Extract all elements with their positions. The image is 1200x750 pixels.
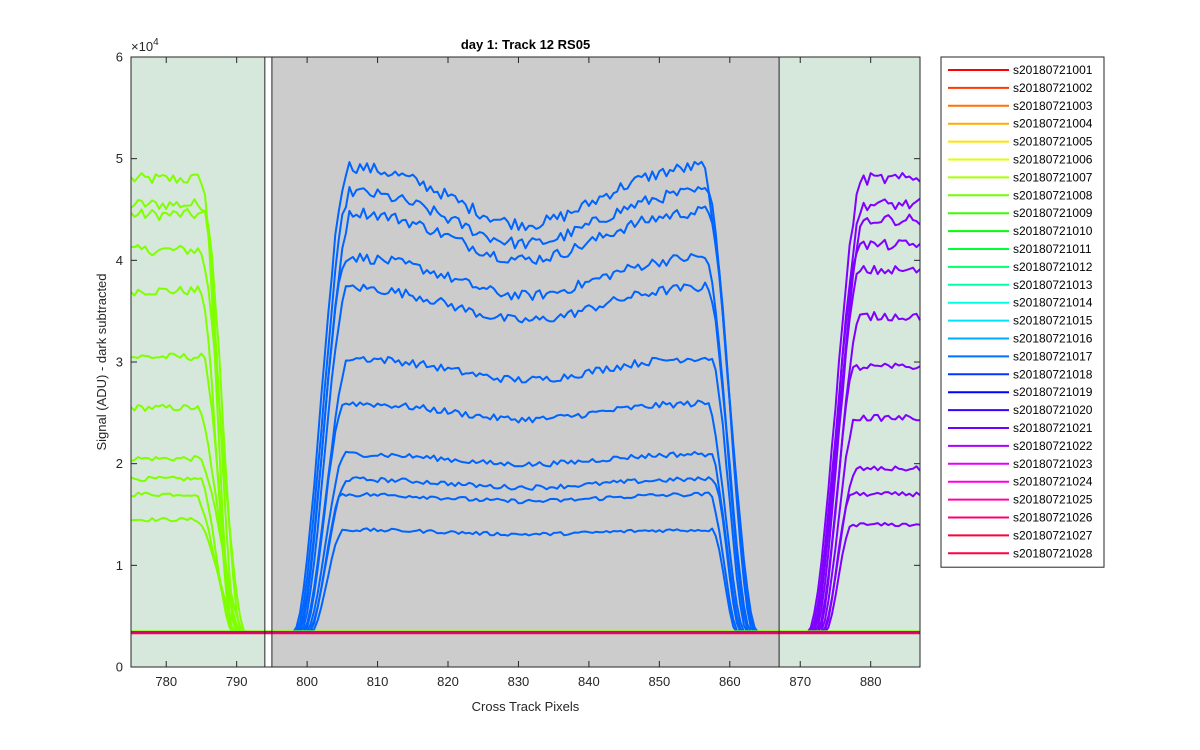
x-tick-label: 850 bbox=[648, 674, 670, 689]
x-tick-label: 790 bbox=[226, 674, 248, 689]
series-line bbox=[271, 205, 780, 634]
legend-entry: s20180721027 bbox=[1013, 528, 1093, 542]
legend-entry: s20180721002 bbox=[1013, 81, 1093, 95]
x-tick-label: 880 bbox=[860, 674, 882, 689]
series-line bbox=[271, 491, 780, 634]
legend-entry: s20180721019 bbox=[1013, 385, 1093, 399]
x-axis-label: Cross Track Pixels bbox=[472, 699, 580, 714]
background-region-3 bbox=[779, 57, 920, 667]
legend-entry: s20180721015 bbox=[1013, 314, 1093, 328]
y-axis-exponent: ×104 bbox=[131, 37, 159, 54]
legend-entry: s20180721021 bbox=[1013, 421, 1093, 435]
y-exponent-base: ×10 bbox=[131, 39, 153, 54]
series-line bbox=[271, 399, 780, 634]
legend-entry: s20180721012 bbox=[1013, 260, 1093, 274]
background-regions bbox=[131, 57, 920, 667]
y-axis-label: Signal (ADU) - dark subtracted bbox=[94, 273, 109, 450]
y-exponent-power: 4 bbox=[153, 37, 159, 48]
x-tick-label: 800 bbox=[296, 674, 318, 689]
background-region-1 bbox=[131, 57, 265, 667]
legend-entry: s20180721009 bbox=[1013, 206, 1093, 220]
series-line bbox=[271, 450, 780, 634]
legend-entry: s20180721016 bbox=[1013, 332, 1093, 346]
series-line bbox=[130, 455, 265, 634]
series-line bbox=[271, 356, 780, 634]
legend-entry: s20180721003 bbox=[1013, 99, 1093, 113]
series-line bbox=[271, 160, 780, 634]
legend-entry: s20180721023 bbox=[1013, 457, 1093, 471]
legend-entry: s20180721018 bbox=[1013, 367, 1093, 381]
legend-entry: s20180721028 bbox=[1013, 546, 1093, 560]
legend-entry: s20180721026 bbox=[1013, 511, 1093, 525]
legend-entry: s20180721025 bbox=[1013, 493, 1093, 507]
y-tick-label: 2 bbox=[116, 456, 123, 471]
series-line bbox=[271, 186, 780, 634]
legend-entry: s20180721020 bbox=[1013, 403, 1093, 417]
legend-entry: s20180721014 bbox=[1013, 296, 1093, 310]
legend-entry: s20180721011 bbox=[1013, 242, 1092, 256]
x-tick-label: 810 bbox=[367, 674, 389, 689]
legend-entry: s20180721006 bbox=[1013, 153, 1093, 167]
legend-entry: s20180721022 bbox=[1013, 439, 1093, 453]
legend-entry: s20180721024 bbox=[1013, 475, 1093, 489]
y-axis-ticks: 0 1 2 3 4 5 6 bbox=[116, 50, 920, 675]
plot-lines bbox=[130, 160, 921, 635]
x-tick-label: 780 bbox=[155, 674, 177, 689]
legend-entry: s20180721013 bbox=[1013, 278, 1093, 292]
x-tick-label: 820 bbox=[437, 674, 459, 689]
series-line bbox=[271, 252, 780, 634]
y-tick-label: 3 bbox=[116, 355, 123, 370]
legend-entry: s20180721010 bbox=[1013, 224, 1093, 238]
y-tick-label: 4 bbox=[116, 253, 123, 268]
series-line bbox=[130, 244, 265, 634]
series-line bbox=[271, 476, 780, 634]
y-tick-label: 0 bbox=[116, 660, 123, 675]
series-line bbox=[271, 281, 780, 634]
y-tick-label: 5 bbox=[116, 151, 123, 166]
series-line bbox=[271, 527, 780, 634]
legend-entry: s20180721007 bbox=[1013, 170, 1093, 184]
x-tick-label: 860 bbox=[719, 674, 741, 689]
legend-entry: s20180721008 bbox=[1013, 188, 1093, 202]
x-tick-label: 830 bbox=[508, 674, 530, 689]
y-tick-label: 6 bbox=[116, 50, 123, 65]
region-boundary-lines bbox=[264, 57, 780, 667]
legend-entry: s20180721001 bbox=[1013, 63, 1093, 77]
x-tick-label: 870 bbox=[789, 674, 811, 689]
chart-title: day 1: Track 12 RS05 bbox=[461, 37, 590, 52]
x-axis-ticks: 780 790 800 810 820 830 840 850 860 870 880 bbox=[155, 57, 882, 689]
legend-entry: s20180721005 bbox=[1013, 135, 1093, 149]
x-tick-label: 840 bbox=[578, 674, 600, 689]
legend-box bbox=[940, 56, 1105, 568]
legend: s20180721001 s20180721002 s20180721003 s201… bbox=[940, 56, 1105, 568]
legend-entry: s20180721017 bbox=[1013, 349, 1093, 363]
background-region-2 bbox=[271, 57, 780, 667]
legend-entry: s20180721004 bbox=[1013, 117, 1093, 131]
y-tick-label: 1 bbox=[116, 558, 123, 573]
